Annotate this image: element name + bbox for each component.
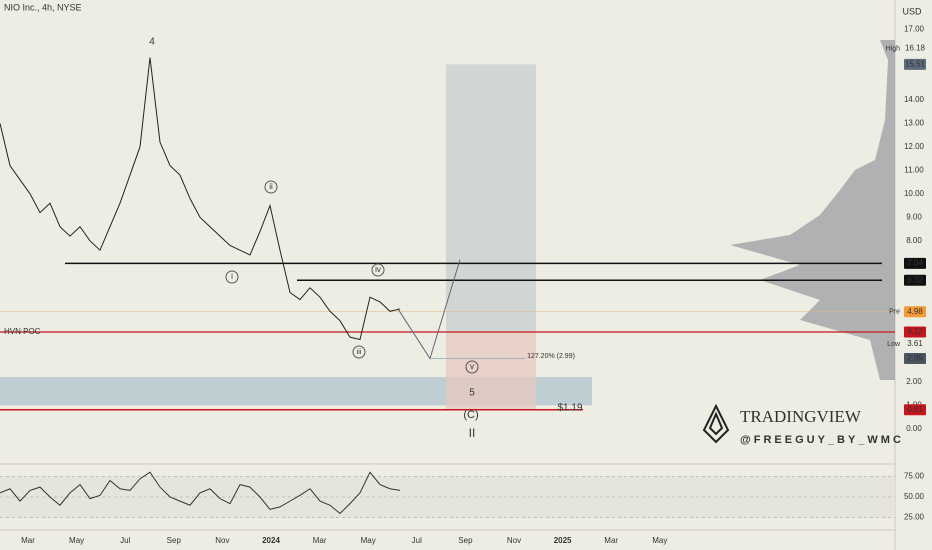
x-tick-label: Sep [458,536,473,545]
y-tick-label: 13.00 [904,118,925,127]
price-line [0,57,401,341]
wave-circle [465,360,479,374]
annotation: II [469,426,476,440]
price-tag-text: Low [887,341,901,348]
y-tick-label: 17.00 [904,24,925,33]
y-tick-label: 25.00 [904,513,925,522]
annotation: HVN POC [4,327,41,336]
x-tick-label: Mar [313,536,327,545]
volume-profile [730,40,895,380]
price-tag-label: 0.81 [907,405,923,414]
annotation: 5 [469,388,475,399]
price-tag [904,43,926,55]
y-tick-label: 9.00 [906,212,922,221]
price-tag [904,353,926,365]
x-tick-label: May [652,536,667,545]
y-tick-label: 2.00 [906,377,922,386]
y-tick-label: 11.00 [904,165,924,174]
wave-circle [225,270,239,284]
price-tag [904,58,926,70]
x-tick-label: Jul [412,536,422,545]
wave-circle [371,263,385,277]
y-tick-label: 10.00 [904,189,925,198]
price-tag [904,274,926,286]
price-tag [904,404,926,416]
projection-box [446,64,536,332]
risk-box [446,331,536,410]
price-tag-label: 2.99 [907,354,923,363]
x-tick-label: Sep [167,536,182,545]
brand: TRADINGVIEW [740,407,862,426]
logo [702,403,730,444]
price-tag-label: 4.98 [907,307,923,316]
annotation: (C) [463,409,478,421]
y-tick-label: 14.00 [904,95,925,104]
x-tick-label: Nov [507,536,521,545]
x-tick-label: 2025 [554,536,572,545]
annotation: i [231,272,233,281]
y-tick-label: 50.00 [904,492,925,501]
rsi-line [0,471,401,515]
price-tag-label: 7.04 [907,258,923,267]
x-tick-label: Mar [604,536,618,545]
price-tag-label: 15.51 [905,59,926,68]
annotation: ii [269,182,273,191]
annotation: $1.19 [557,403,582,414]
currency: USD [902,6,922,16]
x-tick-label: May [69,536,84,545]
x-tick-label: 2024 [262,536,280,545]
y-tick-label: 8.00 [906,236,922,245]
x-tick-label: Nov [215,536,229,545]
x-tick-label: May [361,536,376,545]
price-tag-text: High [886,45,901,52]
annotation: 127.20% (2.99) [527,353,575,360]
wave-circle [352,345,366,359]
annotation: 4 [149,37,155,48]
y-tick-label: 0.00 [906,424,922,433]
price-tag-label: 6.32 [907,275,923,284]
price-tag [904,326,926,338]
price-tag [904,257,926,269]
wave-circle [264,180,278,194]
price-tag-label: 4.12 [907,327,923,336]
y-tick-label: 12.00 [904,142,925,151]
x-tick-label: Mar [21,536,35,545]
y-tick-label: 75.00 [904,471,925,480]
price-tag-label: 16.18 [905,44,926,53]
annotation: iii [357,349,362,356]
watermark: TRADINGVIEW @FREEGUY_BY_WMC [702,403,904,446]
price-tag-label: 3.61 [907,339,923,348]
annotation: iv [375,265,381,274]
annotation: v [470,362,474,371]
chart-title: NIO Inc., 4h, NYSE [4,2,82,12]
price-tag [904,338,926,350]
price-tag-text: Pre [889,309,900,316]
author: @FREEGUY_BY_WMC [740,434,904,446]
price-tag [904,306,926,318]
x-tick-label: Jul [120,536,130,545]
